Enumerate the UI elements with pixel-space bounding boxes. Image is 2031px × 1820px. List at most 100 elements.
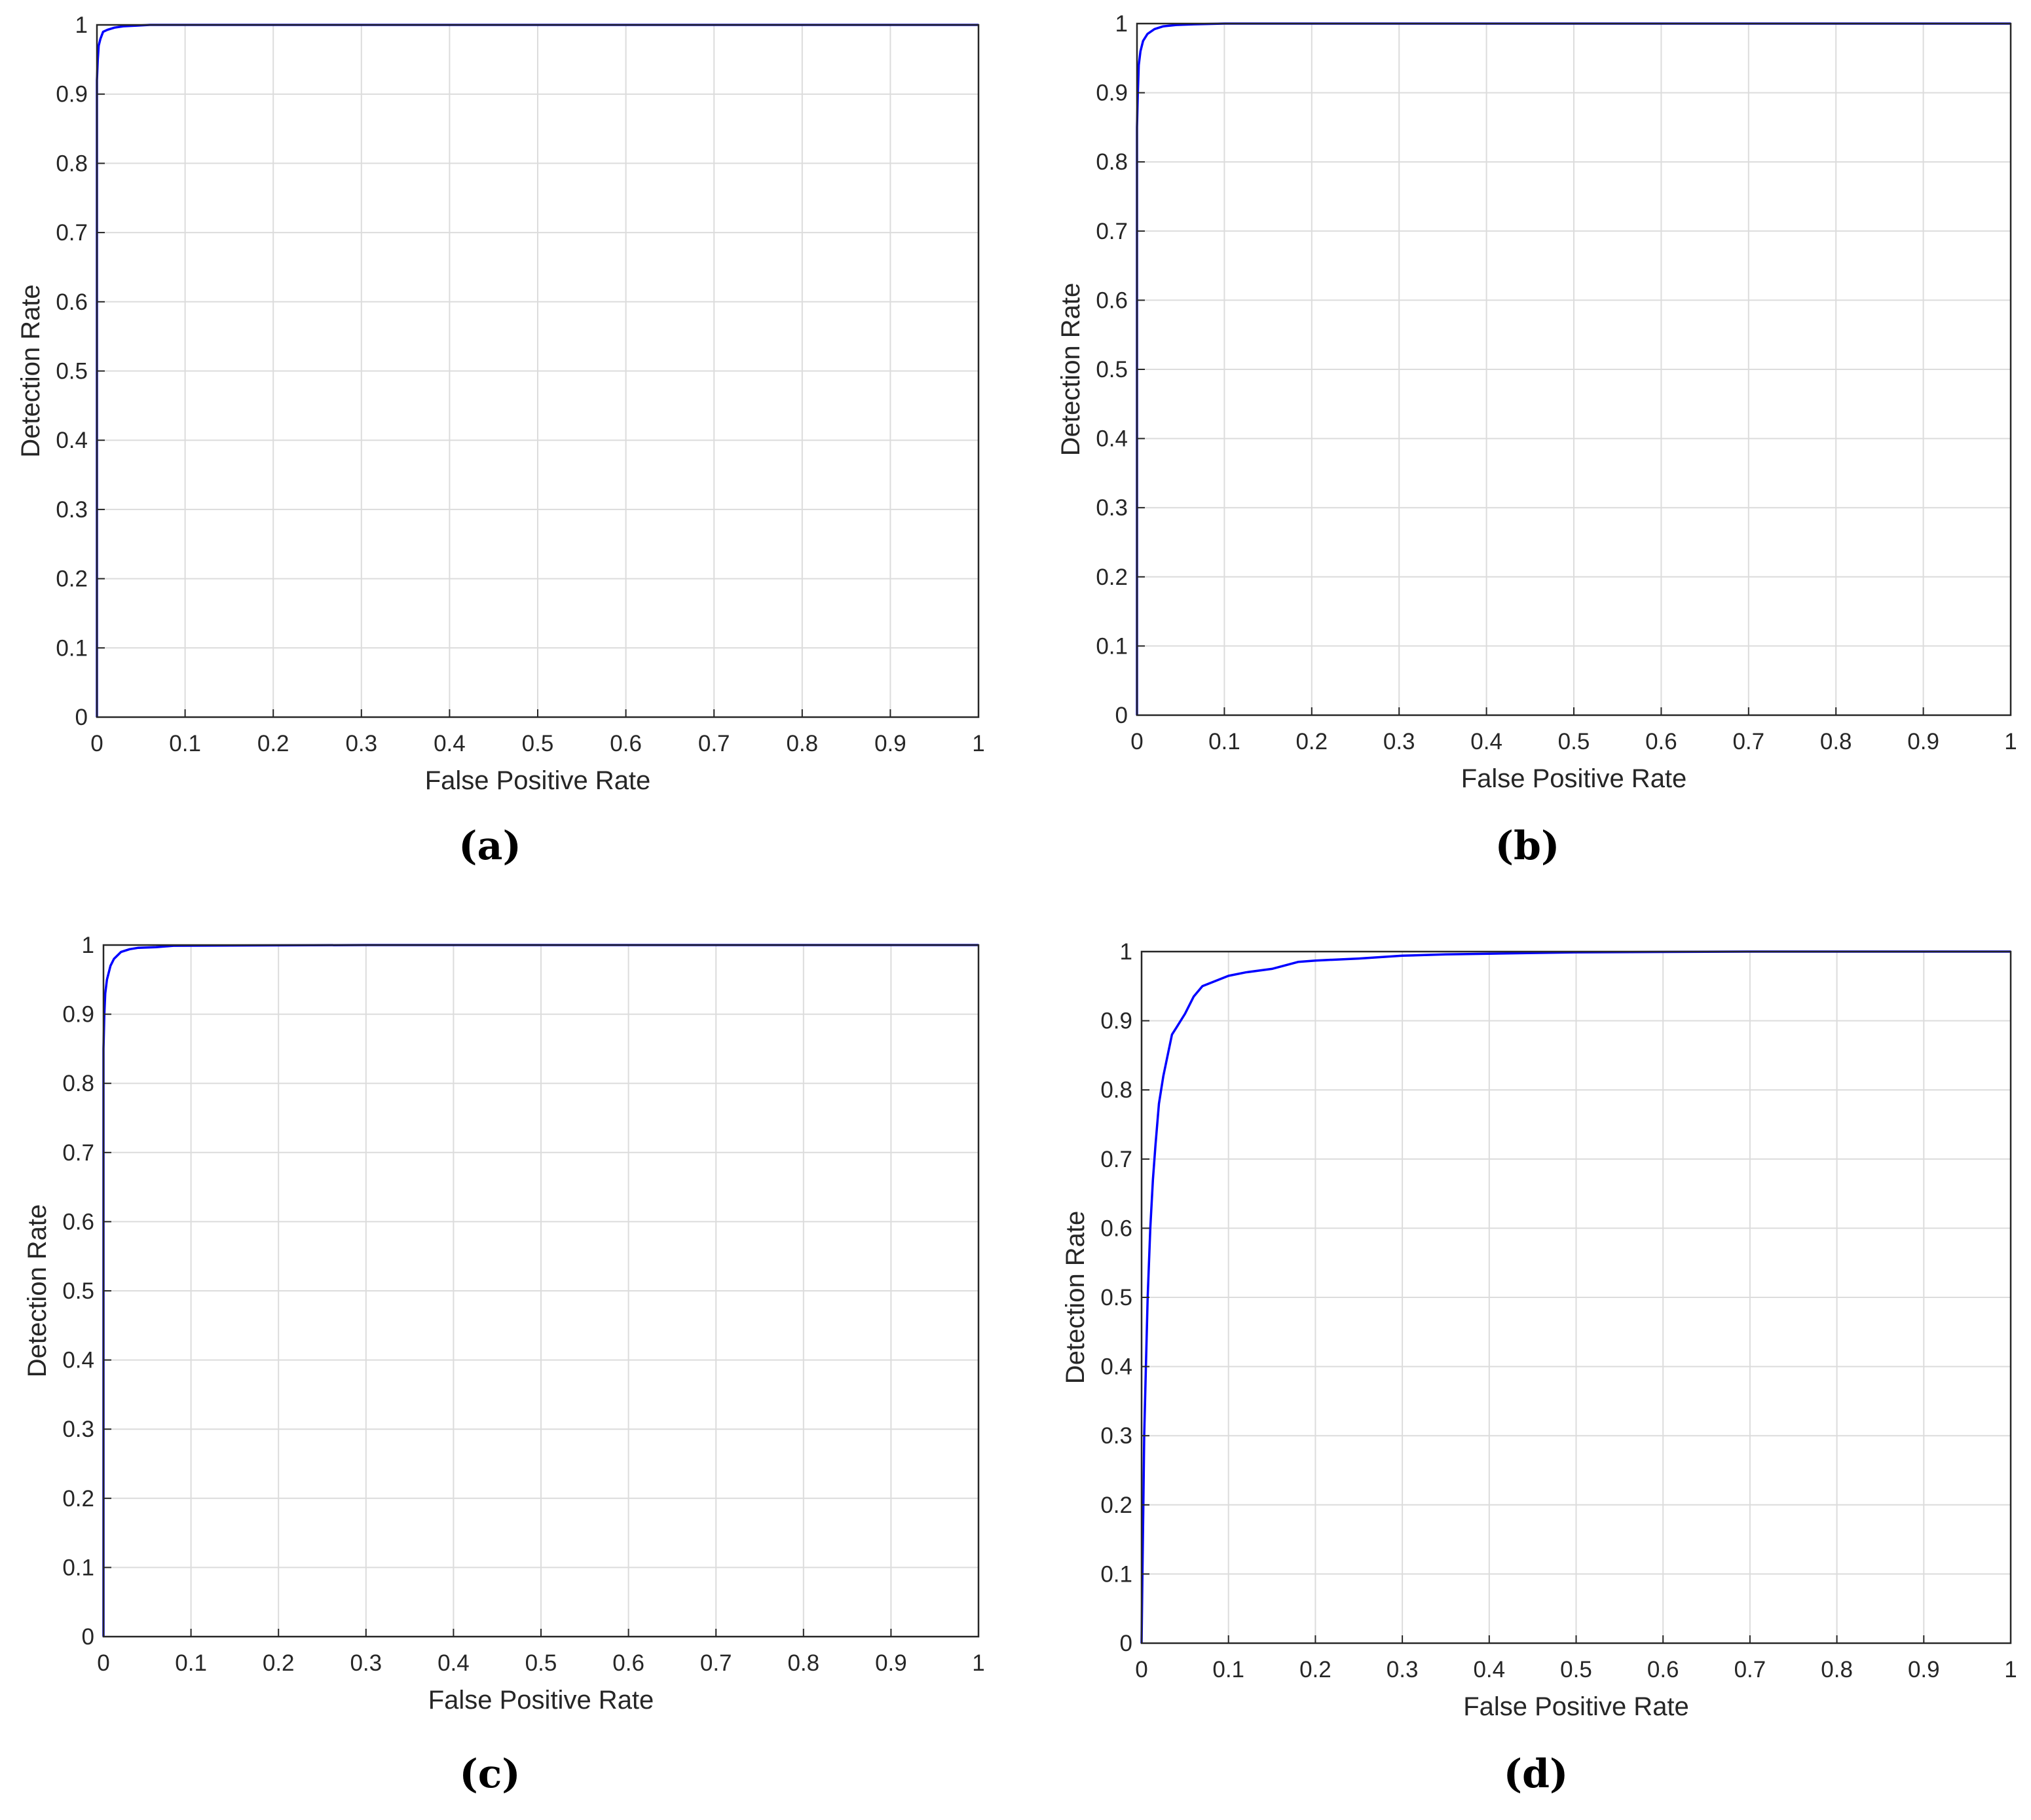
x-tick-label: 0.9 (1908, 1657, 1940, 1682)
x-tick-label: 0.3 (345, 731, 377, 756)
chart-panel-c: 0 0.1 0.2 0.3 0.4 0.5 0.6 0.7 0.8 0.9 1 0 0.1 0.2 0.3 0… (23, 933, 985, 1797)
x-tick-label: 0.8 (787, 1650, 819, 1676)
y-tick-label: 0.8 (1100, 1077, 1132, 1103)
x-tick-label: 1 (972, 1650, 984, 1676)
x-tick-label: 0.2 (1299, 1657, 1332, 1682)
y-tick-label: 0.1 (62, 1555, 94, 1580)
x-tick-label: 0.6 (1647, 1657, 1679, 1682)
chart-panel-b: 0 0.1 0.2 0.3 0.4 0.5 0.6 0.7 0.8 0.9 1 0 0.1 0.2 0.3 0… (1056, 11, 2017, 869)
x-tick-label: 0.8 (1820, 729, 1852, 754)
y-tick-label: 0 (1115, 703, 1128, 728)
x-tick-label: 0.5 (522, 731, 554, 756)
x-tick-label: 0.3 (350, 1650, 382, 1676)
panel-label: (a) (458, 823, 521, 869)
y-tick-label: 0.5 (62, 1278, 94, 1304)
y-tick-label: 0.5 (1100, 1285, 1132, 1310)
y-tick-label: 0.3 (1100, 1423, 1132, 1449)
x-axis-label: False Positive Rate (428, 1686, 654, 1715)
x-tick-label: 0 (1130, 729, 1143, 754)
y-tick-label: 0.9 (1096, 81, 1128, 106)
y-tick-label: 0.1 (1100, 1561, 1132, 1587)
x-tick-label: 0.8 (1821, 1657, 1853, 1682)
x-tick-label: 0 (1135, 1657, 1147, 1682)
x-axis-label: False Positive Rate (1463, 1692, 1689, 1721)
x-tick-label: 0 (90, 731, 103, 756)
y-tick-label: 0.6 (1100, 1216, 1132, 1241)
y-tick-label: 1 (82, 933, 94, 958)
y-tick-label: 0.9 (1100, 1009, 1132, 1034)
x-tick-label: 0.9 (1907, 729, 1939, 754)
roc-curve (1140, 950, 2011, 1644)
x-tick-label: 0.6 (612, 1650, 644, 1676)
x-axis-label: False Positive Rate (1461, 764, 1687, 793)
y-tick-label: 0.8 (1096, 149, 1128, 175)
x-tick-label: 0.1 (1212, 1657, 1244, 1682)
x-tick-label: 0.7 (698, 731, 730, 756)
chart-panel-a: 0 0.1 0.2 0.3 0.4 0.5 0.6 0.7 0.8 0.9 1 0 0.1 0.2 0.3 0… (16, 12, 985, 869)
x-tick-label: 0.7 (1732, 729, 1764, 754)
y-tick-label: 0.5 (1096, 357, 1128, 382)
x-tick-label: 0.5 (1560, 1657, 1592, 1682)
x-tick-label: 0.5 (525, 1650, 557, 1676)
y-tick-label: 0.7 (1096, 219, 1128, 244)
y-tick-label: 0.2 (56, 566, 88, 592)
x-tick-label: 0.2 (1295, 729, 1328, 754)
x-tick-label: 0.7 (700, 1650, 732, 1676)
panel-label: (c) (459, 1751, 520, 1797)
y-tick-label: 0.3 (56, 497, 88, 523)
y-tick-label: 0.9 (62, 1002, 94, 1028)
chart-panel-d: 0 0.1 0.2 0.3 0.4 0.5 0.6 0.7 0.8 0.9 1 0 0.1 0.2 0.3 0… (1061, 939, 2017, 1797)
y-tick-label: 0.1 (56, 635, 88, 661)
x-tick-label: 1 (972, 731, 984, 756)
x-tick-label: 0.1 (1208, 729, 1240, 754)
y-tick-label: 0.1 (1096, 633, 1128, 659)
y-tick-label: 0.8 (56, 151, 88, 176)
x-tick-label: 0.4 (1473, 1657, 1505, 1682)
panel-label: (b) (1495, 823, 1560, 869)
x-tick-label: 0 (97, 1650, 109, 1676)
x-tick-label: 0.9 (874, 731, 906, 756)
x-tick-label: 0.3 (1387, 1657, 1419, 1682)
x-tick-label: 0.2 (263, 1650, 295, 1676)
y-tick-label: 0.3 (1096, 495, 1128, 521)
x-tick-label: 0.6 (1645, 729, 1677, 754)
x-tick-label: 0.7 (1734, 1657, 1766, 1682)
x-tick-label: 0.1 (169, 731, 201, 756)
x-tick-label: 0.3 (1383, 729, 1415, 754)
y-tick-label: 0.2 (1100, 1493, 1132, 1518)
x-tick-label: 0.4 (1470, 729, 1502, 754)
roc-curve (102, 944, 978, 1637)
y-tick-label: 0.6 (1096, 288, 1128, 313)
x-tick-label: 0.4 (438, 1650, 470, 1676)
y-axis-label: Detection Rate (16, 284, 45, 458)
x-tick-label: 0.6 (610, 731, 642, 756)
y-axis-label: Detection Rate (1061, 1211, 1090, 1384)
y-tick-label: 0 (82, 1624, 94, 1650)
y-tick-label: 0.4 (56, 428, 88, 453)
y-axis-label: Detection Rate (23, 1204, 52, 1378)
y-tick-label: 0.6 (56, 289, 88, 315)
y-tick-label: 0 (1120, 1631, 1132, 1656)
x-tick-label: 0.8 (786, 731, 818, 756)
x-tick-label: 0.5 (1558, 729, 1590, 754)
x-tick-label: 0.4 (434, 731, 466, 756)
x-tick-label: 0.1 (175, 1650, 207, 1676)
y-tick-label: 1 (75, 12, 88, 38)
y-tick-label: 0.7 (62, 1140, 94, 1166)
y-tick-label: 0.7 (1100, 1147, 1132, 1172)
y-tick-label: 0 (75, 705, 88, 730)
y-tick-label: 1 (1120, 939, 1132, 965)
y-tick-label: 1 (1115, 11, 1128, 37)
y-tick-label: 0.9 (56, 82, 88, 107)
panel-label: (d) (1504, 1751, 1569, 1797)
y-tick-label: 0.4 (62, 1348, 94, 1373)
y-tick-label: 0.8 (62, 1071, 94, 1096)
y-tick-label: 0.6 (62, 1209, 94, 1235)
y-tick-label: 0.7 (56, 220, 88, 246)
y-tick-label: 0.4 (1096, 426, 1128, 452)
y-axis-label: Detection Rate (1056, 283, 1085, 456)
x-tick-label: 0.9 (875, 1650, 907, 1676)
y-tick-label: 0.4 (1100, 1354, 1132, 1380)
y-tick-label: 0.2 (62, 1486, 94, 1512)
